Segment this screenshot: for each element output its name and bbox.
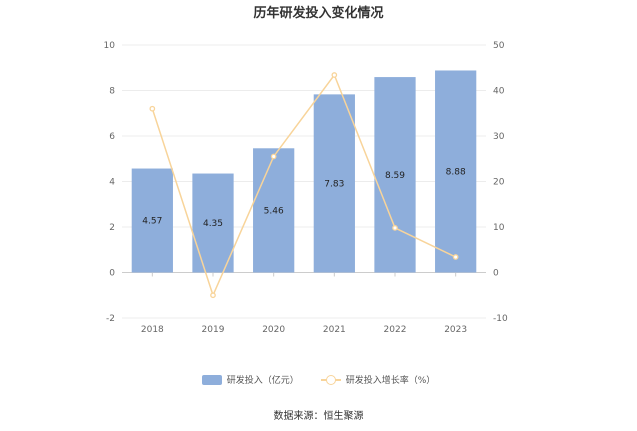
y-left-tick-label: 10 — [104, 41, 116, 51]
y-left-tick-label: 4 — [109, 178, 115, 188]
legend-label-growth-rate: 研发投入增长率（%） — [345, 376, 436, 386]
y-right-tick-label: -10 — [493, 314, 508, 324]
legend-swatch-bar — [201, 374, 222, 385]
y-left-tick-label: 0 — [109, 269, 115, 279]
bar-value-label: 4.35 — [203, 219, 223, 229]
legend-swatch-line — [320, 374, 341, 385]
x-tick-label: 2021 — [323, 325, 346, 335]
legend-label-rd-investment: 研发投入（亿元） — [226, 376, 299, 386]
bar — [192, 173, 234, 273]
legend-item-growth-rate[interactable]: 研发投入增长率（%） — [320, 373, 436, 386]
legend: 研发投入（亿元） 研发投入增长率（%） — [0, 373, 637, 386]
bar-value-label: 7.83 — [324, 179, 344, 189]
y-right-tick-label: 10 — [493, 223, 505, 233]
y-left-tick-label: 6 — [109, 132, 115, 142]
y-right-tick-label: 20 — [493, 178, 505, 188]
legend-item-rd-investment[interactable]: 研发投入（亿元） — [201, 373, 299, 386]
bar — [435, 70, 477, 273]
growth-rate-point — [210, 292, 216, 299]
bar-value-label: 5.46 — [264, 206, 284, 216]
chart-title: 历年研发投入变化情况 — [253, 6, 384, 21]
growth-rate-point — [331, 72, 338, 78]
x-tick-label: 2018 — [141, 325, 164, 335]
growth-rate-line — [151, 73, 456, 298]
data-source: 数据来源：恒生聚源 — [273, 411, 364, 422]
y-right-tick-label: 40 — [493, 87, 505, 97]
x-tick-label: 2023 — [444, 325, 467, 335]
growth-rate-point — [149, 105, 156, 112]
y-right-tick-label: 30 — [493, 132, 505, 142]
bar-value-label: 8.59 — [385, 171, 405, 181]
y-right-tick-label: 0 — [493, 269, 499, 279]
y-left-tick-label: -2 — [106, 314, 115, 324]
x-tick-label: 2019 — [202, 325, 225, 335]
x-tick-label: 2022 — [384, 325, 407, 335]
bar-value-label: 8.88 — [446, 167, 466, 177]
y-right-tick-label: 50 — [493, 41, 505, 51]
bar — [131, 168, 173, 273]
x-tick-label: 2020 — [262, 325, 285, 335]
bar-value-label: 4.57 — [142, 217, 162, 227]
bar — [313, 94, 355, 273]
bar — [253, 148, 295, 273]
y-left-tick-label: 8 — [109, 87, 115, 97]
growth-rate-point — [270, 153, 277, 160]
growth-rate-point — [452, 254, 459, 260]
y-left-tick-label: 2 — [109, 223, 115, 233]
bar — [374, 77, 416, 273]
growth-rate-point — [392, 225, 398, 231]
